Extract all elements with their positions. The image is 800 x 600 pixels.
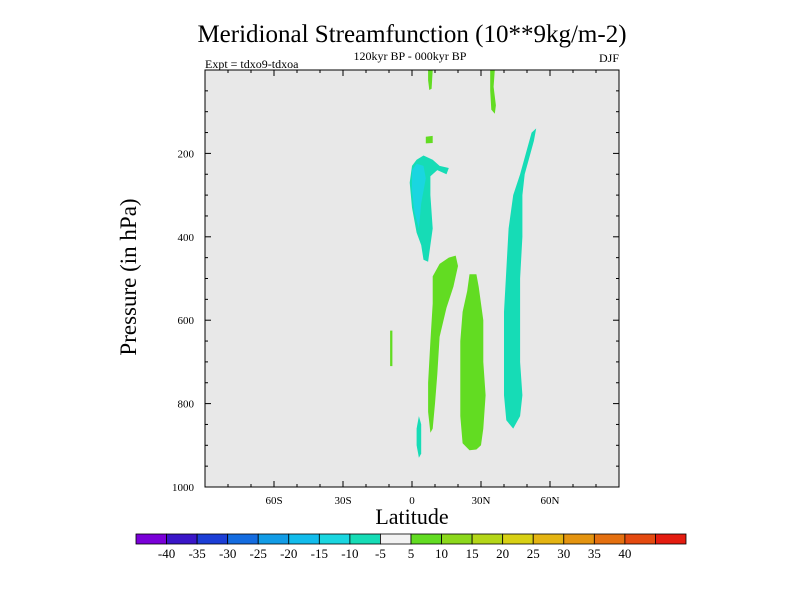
colorbar-label: -25 [250, 546, 267, 561]
y-tick-label: 800 [178, 399, 195, 411]
colorbar-swatch [532, 533, 565, 545]
plot-area: 60S 30S 0 30N 60N 200 400 600 800 1000 [172, 69, 620, 507]
colorbar-swatch [166, 533, 198, 545]
colorbar-label: 20 [496, 546, 509, 561]
x-tick-label: 30N [472, 495, 491, 507]
colorbar-label: -40 [158, 546, 175, 561]
colorbar-swatch [318, 533, 351, 545]
y-tick-label: 1000 [172, 482, 195, 494]
colorbar-swatch [227, 533, 259, 545]
contour-region-positive-5-10-sh-sliver [390, 330, 393, 367]
contour-region-negative-15-10-core [412, 163, 426, 229]
contour-region-negative-10-5-sh-lower [416, 416, 422, 458]
colorbar-swatch [196, 533, 229, 545]
colorbar-label: 40 [618, 546, 631, 561]
y-tick-label: 400 [178, 232, 195, 244]
colorbar-swatch [471, 533, 504, 545]
colorbar-label: 15 [466, 546, 479, 561]
colorbar-swatch [441, 533, 473, 545]
colorbar-swatch [288, 533, 320, 545]
contour-region-positive-5-10-nh-lower-narrow [428, 255, 458, 433]
colorbar-label: -15 [311, 546, 328, 561]
colorbar-label: -30 [219, 546, 236, 561]
colorbar-label: 5 [408, 546, 415, 561]
colorbar-swatch [257, 533, 290, 545]
colorbar-swatch [502, 533, 534, 545]
x-tick-label: 60N [541, 495, 560, 507]
left-label: Expt = tdxo9-tdxoa [205, 57, 299, 71]
colorbar-label: 35 [588, 546, 601, 561]
colorbar-label: 10 [435, 546, 448, 561]
colorbar-label: -35 [188, 546, 205, 561]
chart-subtitle: 120kyr BP - 000kyr BP [354, 49, 467, 63]
colorbar-label: -20 [280, 546, 297, 561]
y-tick-label: 200 [178, 148, 195, 160]
x-tick-label: 30S [334, 495, 351, 507]
colorbar-swatch [380, 533, 412, 545]
y-tick-label: 600 [178, 315, 195, 327]
colorbar-swatch [135, 533, 167, 545]
colorbar-swatch [624, 533, 656, 545]
colorbar-swatch [655, 533, 687, 545]
colorbar-swatch [593, 533, 626, 545]
plot-background [205, 70, 619, 487]
colorbar-label: 30 [557, 546, 570, 561]
colorbar-label: 25 [527, 546, 540, 561]
x-tick-label: 60S [265, 495, 282, 507]
right-label: DJF [599, 51, 619, 65]
contour-region-positive-5-10-nh-lower-wide [460, 274, 486, 451]
colorbar-label: -10 [341, 546, 358, 561]
colorbar-swatch [563, 533, 595, 545]
x-axis-label: Latitude [375, 504, 448, 529]
colorbar-swatch [410, 533, 442, 545]
contour-region-positive-5-10-small-blob [425, 135, 433, 144]
chart-title: Meridional Streamfunction (10**9kg/m-2) [197, 21, 626, 48]
y-axis-label: Pressure (in hPa) [116, 198, 141, 355]
contour-region-positive-5-10-nh-upper [490, 70, 496, 114]
x-tick-label: 0 [409, 495, 415, 507]
contour-region-positive-5-10-upper-narrow [428, 70, 433, 90]
colorbar-label: -5 [375, 546, 386, 561]
colorbar: -40 -35 -30 -25 -20 -15 -10 -5 5 10 15 20 25 30 35 40 [135, 533, 687, 561]
colorbar-swatch [349, 533, 381, 545]
contour-region-negative-10-5-nh-column [504, 128, 537, 429]
